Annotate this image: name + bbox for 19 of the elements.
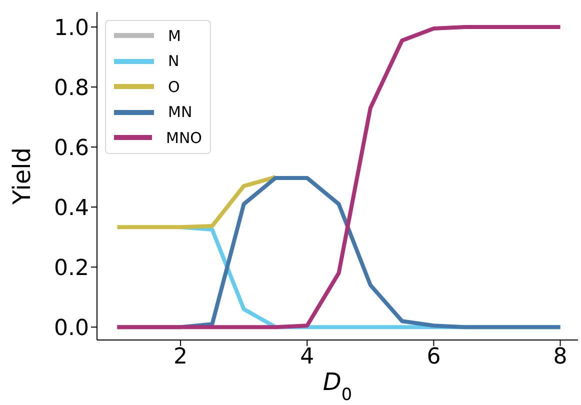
x-tick-label: 8 xyxy=(553,344,568,370)
legend-label: O xyxy=(168,78,180,96)
legend-label: N xyxy=(168,52,180,70)
y-tick-label: 0.8 xyxy=(54,76,89,101)
y-tick-label: 1.0 xyxy=(54,16,89,41)
x-axis-title: D$_{0}$ xyxy=(322,368,352,404)
line-series xyxy=(115,175,278,230)
legend-label: MNO xyxy=(166,128,202,147)
legend-label: MN xyxy=(168,103,192,122)
y-axis-title: Yield xyxy=(8,147,36,206)
y-tick-label: 0.2 xyxy=(54,256,89,281)
line-series xyxy=(115,25,562,330)
legend-label: M xyxy=(168,26,181,45)
x-tick-label: 6 xyxy=(426,344,441,370)
y-tick-label: 0.6 xyxy=(54,136,89,161)
y-tick-label: 0.4 xyxy=(54,196,89,221)
y-tick-label: 0.0 xyxy=(54,316,89,341)
x-tick-label: 2 xyxy=(174,344,188,370)
x-tick-label: 4 xyxy=(300,344,314,370)
